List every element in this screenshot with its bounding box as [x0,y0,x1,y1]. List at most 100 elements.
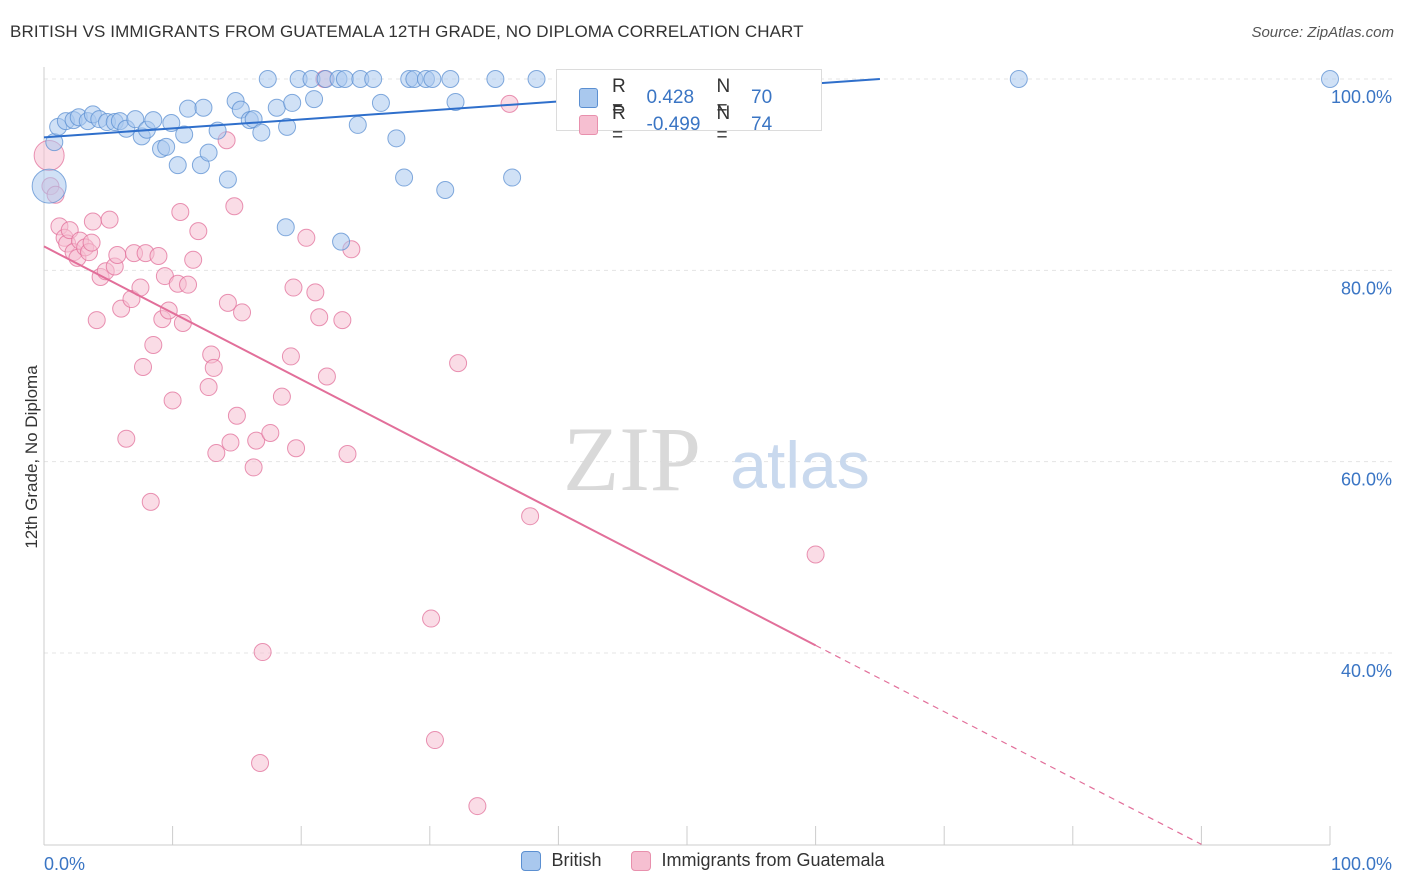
data-point [171,202,190,221]
source-note: Source: ZipAtlas.com [1251,24,1394,41]
data-point [179,275,198,294]
data-point [149,246,168,265]
data-point [126,110,145,129]
r-label: R = [612,103,626,146]
chart-title: BRITISH VS IMMIGRANTS FROM GUATEMALA 12T… [10,22,804,41]
data-point [335,70,354,88]
r-value: -0.499 [646,114,701,135]
data-point [168,156,187,175]
data-point [281,347,300,366]
data-point [134,357,153,376]
data-point [306,283,325,302]
tick-labels: 40.0% 60.0% 80.0% 100.0% 0.0% 100.0% [44,87,1392,874]
data-point [272,387,291,406]
data-point [521,507,540,526]
y-axis-label: 12th Grade, No Diploma [22,365,41,549]
data-point [806,545,825,564]
watermark-atlas: atlas [730,428,869,502]
gridlines [44,78,1392,654]
data-point [233,303,252,322]
data-point [87,311,106,330]
data-point [1321,70,1339,88]
y-tick-label: 80.0% [1341,278,1392,298]
stats-box: R = 0.428 N = 70 R = -0.499 N = 74 [556,69,822,146]
data-point [247,431,266,450]
data-point [387,129,406,148]
data-point [310,308,329,327]
data-point [184,250,203,269]
data-point [486,70,505,88]
data-point [395,168,414,187]
data-point [179,99,198,118]
legend-item-guatemala[interactable]: Immigrants from Guatemala [631,850,885,871]
y-tick-label: 60.0% [1341,470,1392,490]
data-point [348,115,367,134]
y-tick-label: 40.0% [1341,661,1392,681]
data-point [317,367,336,386]
data-point [449,354,468,373]
legend-label-guatemala: Immigrants from Guatemala [661,850,885,870]
data-point [218,293,237,312]
legend-swatch-british [521,850,542,871]
trend-line-guatemala [43,245,817,647]
data-point [189,222,208,241]
data-point [173,313,192,332]
data-point [141,492,160,511]
data-point [117,429,136,448]
data-point [436,180,455,199]
data-point [503,168,522,187]
n-value: 74 [751,114,773,135]
data-point [276,218,295,237]
points-immigrants-from-guatemala [33,70,825,816]
data-point [261,423,280,442]
data-point [144,111,163,130]
stats-swatch-british [579,88,599,108]
data-point [423,70,442,88]
data-point [157,137,176,156]
data-point [425,731,444,750]
data-point [364,70,383,88]
data-point [251,754,270,773]
data-point [333,311,352,330]
data-point [253,643,272,662]
n-value: 70 [751,87,773,108]
legend-item-british[interactable]: British [521,850,601,871]
data-point [284,278,303,297]
data-point [199,378,218,397]
data-point [338,445,357,464]
y-tick-label: 100.0% [1331,87,1392,107]
r-value: 0.428 [646,87,695,108]
data-point [297,228,316,247]
data-point [1009,70,1028,88]
data-point [204,358,223,377]
n-label: N = [716,76,731,119]
data-point [221,433,240,452]
data-point [207,444,226,463]
data-point [175,125,194,144]
data-point [287,439,306,458]
x-tick-label: 100.0% [1331,854,1392,874]
data-point [278,117,297,136]
data-point [258,70,277,88]
data-point [371,93,390,112]
data-point [194,98,213,117]
data-point [244,458,263,477]
legend-label-british: British [551,850,602,870]
watermark-zip: ZIP [563,408,701,510]
data-point [31,168,67,204]
data-point [267,98,286,117]
legend-swatch-guatemala [631,850,652,871]
stats-row-british: R = 0.428 N = 70 [579,76,821,120]
data-point [468,797,487,816]
stats-swatch-guatemala [579,115,599,135]
data-point [446,92,465,111]
data-point [100,210,119,229]
data-point [163,391,182,410]
data-point [144,335,163,354]
data-point [527,70,546,88]
data-point [283,93,302,112]
data-point [332,232,351,251]
data-point [252,123,271,142]
data-point [108,246,127,265]
data-point [83,212,102,231]
